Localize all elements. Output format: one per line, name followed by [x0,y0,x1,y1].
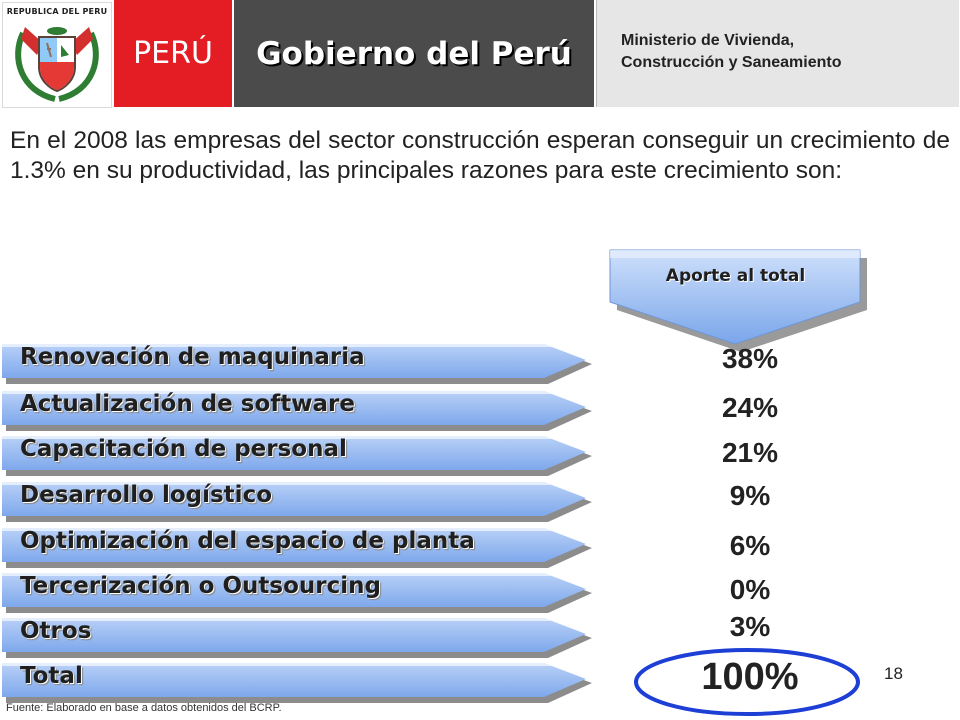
factor-value: 38% [721,343,779,374]
factor-value: 9% [729,480,771,511]
arrow-bar-shape [2,482,592,522]
coat-of-arms-icon [15,27,99,102]
ministry-line-1: Ministerio de Vivienda, [621,32,795,49]
aporte-label: Aporte al total [665,266,806,286]
total-highlight-ellipse [634,648,860,716]
factor-label: Otros [20,618,92,644]
ministry-block: Ministerio de Vivienda, Construcción y S… [596,0,959,107]
intro-paragraph: En el 2008 las empresas del sector const… [10,127,950,184]
arrow-bar-shape [2,663,592,703]
brand-government-block: Gobierno del Perú [234,0,594,107]
factor-row: Capacitación de personal [0,434,600,480]
factor-row: Renovación de maquinaria [0,342,600,388]
total-label: Total [20,663,83,689]
arrow-bar-shape [2,391,592,431]
factor-label: Optimización del espacio de planta [20,528,475,554]
source-note: Fuente: Elaborado en base a datos obteni… [6,702,282,714]
factor-label: Capacitación de personal [20,436,347,462]
factor-row: Optimización del espacio de planta [0,526,600,572]
factor-label: Renovación de maquinaria [20,344,365,370]
crest-caption: REPUBLICA DEL PERU [6,7,108,16]
coat-of-arms-logo: REPUBLICA DEL PERU [2,2,112,108]
brand-peru-block: PERÚ [114,0,232,107]
ministry-name: Ministerio de Vivienda, Construcción y S… [621,30,842,74]
factor-value: 0% [729,574,771,605]
arrow-bar-shape [2,344,592,384]
aporte-banner: Aporte al total [608,248,868,358]
total-value: 100% [701,656,799,698]
factor-value: 3% [729,611,771,642]
arrow-bar-shape [2,573,592,613]
factor-row: Tercerización o Outsourcing [0,571,600,617]
header: REPUBLICA DEL PERU PERÚ Gobierno del Per… [0,0,960,110]
total-row: Total [0,661,600,707]
arrow-bar-shape [2,618,592,658]
factor-row: Otros [0,616,600,662]
arrow-bar-shape [2,528,592,568]
factor-row: Desarrollo logístico [0,480,600,526]
factor-value: 6% [729,530,771,561]
page-number: 18 [884,664,903,683]
factor-row: Actualización de software [0,389,600,435]
factor-label: Actualización de software [20,391,355,417]
factor-label: Desarrollo logístico [20,482,273,508]
aporte-arrow-shape [609,249,867,352]
factor-value: 21% [721,437,779,468]
arrow-bar-shape [2,436,592,476]
factor-label: Tercerización o Outsourcing [20,573,381,599]
ministry-line-2: Construcción y Saneamiento [621,54,842,71]
factor-value: 24% [721,392,779,423]
